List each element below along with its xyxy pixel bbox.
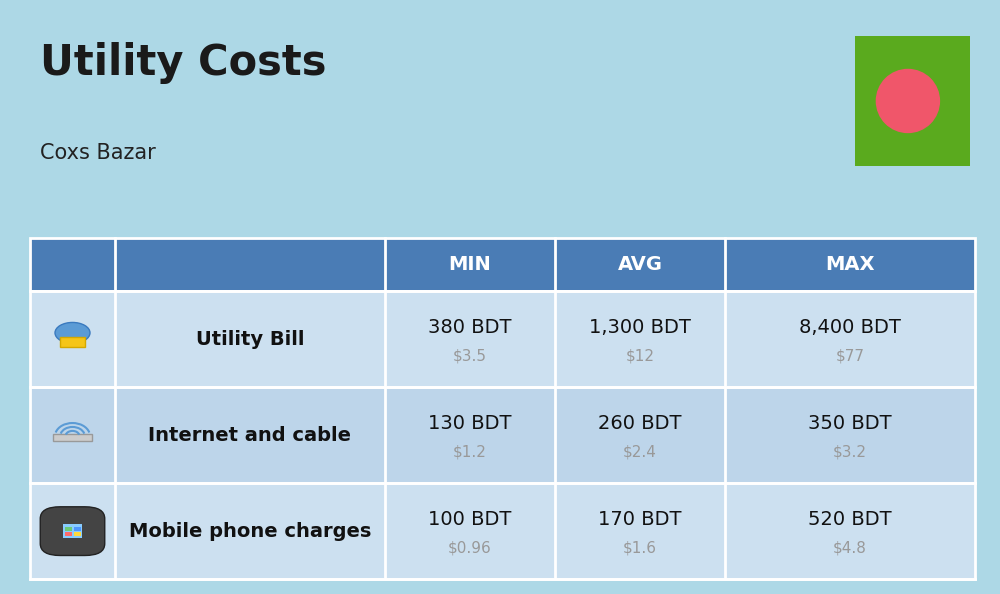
Text: 130 BDT: 130 BDT [428, 414, 512, 433]
Bar [855, 36, 970, 166]
Circle shape [55, 323, 90, 343]
Text: Utility Bill: Utility Bill [196, 330, 304, 349]
Text: 170 BDT: 170 BDT [598, 510, 682, 529]
Text: MIN: MIN [449, 255, 491, 274]
Text: $1.2: $1.2 [453, 445, 487, 460]
Text: Utility Costs: Utility Costs [40, 42, 326, 84]
Bar [30, 238, 975, 291]
Text: 350 BDT: 350 BDT [808, 414, 892, 433]
Text: 100 BDT: 100 BDT [428, 510, 512, 529]
Bar [65, 532, 72, 536]
Bar [30, 291, 975, 387]
Ellipse shape [876, 69, 940, 133]
Bar [63, 524, 82, 538]
Text: 260 BDT: 260 BDT [598, 414, 682, 433]
Text: $3.5: $3.5 [453, 349, 487, 364]
Text: 380 BDT: 380 BDT [428, 318, 512, 337]
Text: $4.8: $4.8 [833, 541, 867, 556]
Text: 520 BDT: 520 BDT [808, 510, 892, 529]
Bar [30, 483, 975, 579]
Text: $1.6: $1.6 [623, 541, 657, 556]
Bar [65, 527, 72, 531]
Bar [53, 434, 92, 441]
Text: AVG: AVG [618, 255, 662, 274]
Text: $77: $77 [836, 349, 864, 364]
Text: 8,400 BDT: 8,400 BDT [799, 318, 901, 337]
Text: $0.96: $0.96 [448, 541, 492, 556]
Text: $3.2: $3.2 [833, 445, 867, 460]
Text: Mobile phone charges: Mobile phone charges [129, 522, 371, 541]
Text: MAX: MAX [825, 255, 875, 274]
Bar [74, 532, 81, 536]
Bar [30, 387, 975, 483]
Text: $12: $12 [626, 349, 654, 364]
FancyBboxPatch shape [40, 507, 105, 555]
Text: 1,300 BDT: 1,300 BDT [589, 318, 691, 337]
Bar [60, 337, 85, 347]
Text: $2.4: $2.4 [623, 445, 657, 460]
Text: Internet and cable: Internet and cable [148, 426, 352, 444]
Text: Coxs Bazar: Coxs Bazar [40, 143, 156, 163]
Bar [74, 527, 81, 531]
